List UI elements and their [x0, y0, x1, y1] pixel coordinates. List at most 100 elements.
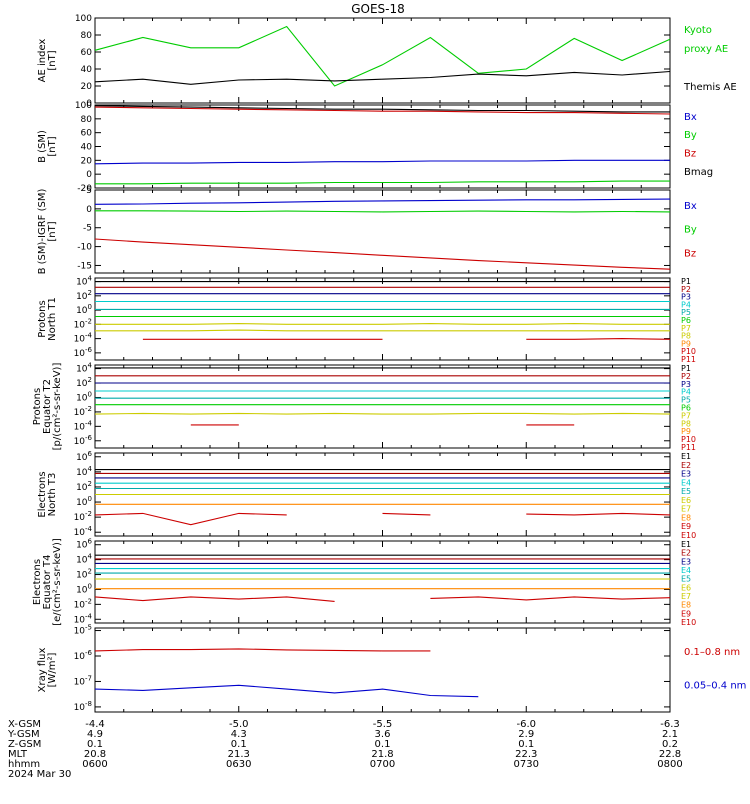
y-axis-label: Xray flux	[37, 648, 48, 693]
ephemeris-label: Z-GSM	[8, 739, 41, 750]
legend-entry: P11	[681, 355, 696, 364]
ephemeris-value: 4.9	[87, 729, 103, 740]
panel-frame	[94, 364, 671, 449]
series-line	[94, 512, 287, 526]
y-tick-label: 10-6	[74, 346, 93, 359]
y-axis-label: [nT]	[47, 221, 58, 241]
ephemeris-value: 0.1	[518, 739, 534, 750]
y-tick-label: 100	[76, 390, 92, 403]
series-line	[94, 596, 335, 602]
y-tick-label: 10-6	[74, 434, 93, 447]
ephemeris-value: -5.0	[229, 719, 249, 730]
ephemeris-value: 0700	[370, 759, 395, 770]
ephemeris-label: MLT	[8, 749, 28, 760]
panel-frame	[94, 627, 671, 713]
ephemeris-value: 0600	[82, 759, 107, 770]
series-line	[430, 596, 671, 601]
panel-frame	[94, 540, 671, 624]
legend-entry: E5	[681, 575, 691, 584]
legend-entry: E9	[681, 522, 691, 531]
date-label: 2024 Mar 30	[8, 769, 71, 780]
legend-entry: Bz	[684, 149, 696, 160]
series-line	[526, 338, 671, 340]
y-axis-label: Electrons	[37, 471, 48, 517]
legend-entry: Bmag	[684, 167, 713, 178]
legend-entry: E2	[681, 549, 691, 558]
y-tick-label: 10-7	[74, 674, 92, 687]
panel-frame	[94, 17, 671, 104]
y-axis-label: Equator T2	[42, 379, 53, 434]
y-tick-label: 106	[76, 538, 92, 551]
ephemeris-value: 4.3	[231, 729, 247, 740]
y-axis-label: [e/(cm²-s-sr-keV)]	[52, 538, 63, 626]
y-axis-label: AE index	[37, 39, 48, 83]
y-tick-label: 10-4	[74, 525, 93, 538]
series-line	[94, 105, 670, 113]
legend-entry: Kyoto	[684, 25, 712, 36]
y-tick-label: 106	[76, 450, 92, 463]
y-tick-label: 100	[76, 582, 92, 595]
y-tick-label: 10-4	[74, 419, 93, 432]
panel-frame	[94, 189, 671, 274]
legend-entry: E3	[681, 470, 691, 479]
legend-entry: 0.05–0.4 nm	[684, 680, 746, 691]
y-tick-label: 20	[81, 156, 93, 166]
ephemeris-value: 22.3	[515, 749, 537, 760]
y-tick-label: 100	[75, 101, 92, 111]
ephemeris-value: 0730	[514, 759, 539, 770]
ephemeris-value: 0.1	[375, 739, 391, 750]
legend-entry: P2	[681, 285, 691, 294]
y-tick-label: 10-2	[74, 510, 92, 523]
legend-entry: P5	[681, 396, 691, 405]
ephemeris-value: 2.9	[518, 729, 534, 740]
panel-frame	[94, 104, 671, 189]
legend-entry: Bx	[684, 112, 697, 123]
y-axis-label: North T1	[47, 297, 58, 341]
legend-entry: P11	[681, 443, 696, 452]
legend-entry: E4	[681, 478, 691, 487]
y-tick-label: 10-2	[74, 405, 92, 418]
y-tick-label: 0	[86, 205, 92, 215]
legend-entry: P10	[681, 435, 696, 444]
ephemeris-value: -6.0	[516, 719, 536, 730]
legend-entry: P2	[681, 372, 691, 381]
y-tick-label: 60	[81, 129, 93, 139]
y-axis-label: [p/(cm²-s-sr-keV)]	[52, 363, 63, 451]
ephemeris-value: 3.6	[375, 729, 391, 740]
legend-entry: P4	[681, 300, 691, 309]
y-tick-label: 102	[76, 289, 92, 302]
y-tick-label: 40	[81, 65, 93, 75]
legend-entry: E1	[681, 540, 691, 549]
series-line	[94, 412, 671, 415]
ephemeris-value: 21.3	[228, 749, 250, 760]
ephemeris-value: 0800	[657, 759, 682, 770]
series-line	[94, 198, 671, 205]
y-tick-label: 80	[81, 31, 93, 41]
y-axis-label: B (SM)-IGRF (SM)	[37, 189, 48, 275]
ephemeris-value: 0630	[226, 759, 251, 770]
y-tick-label: 10-2	[74, 317, 92, 330]
y-axis-label: North T3	[47, 473, 58, 517]
series-line	[526, 512, 671, 516]
legend-entry: P7	[681, 411, 691, 420]
legend-entry: P1	[681, 277, 691, 286]
legend-entry: P1	[681, 364, 691, 373]
y-axis-label: [nT]	[47, 136, 58, 156]
legend-entry: E7	[681, 592, 691, 601]
y-tick-label: 10-6	[74, 649, 93, 662]
y-axis-label: Electrons	[32, 559, 43, 605]
ephemeris-value: 0.1	[231, 739, 247, 750]
ephemeris-value: 20.8	[84, 749, 106, 760]
ephemeris-label: Y-GSM	[7, 729, 40, 740]
y-tick-label: 10-8	[74, 700, 92, 713]
legend-entry: P9	[681, 339, 691, 348]
legend-entry: E9	[681, 609, 691, 618]
legend-entry: E1	[681, 452, 691, 461]
legend-entry: E6	[681, 583, 691, 592]
series-line	[95, 210, 671, 213]
y-tick-label: 40	[81, 143, 93, 153]
y-axis-label: [W/m²]	[47, 652, 58, 687]
series-line	[94, 25, 671, 87]
